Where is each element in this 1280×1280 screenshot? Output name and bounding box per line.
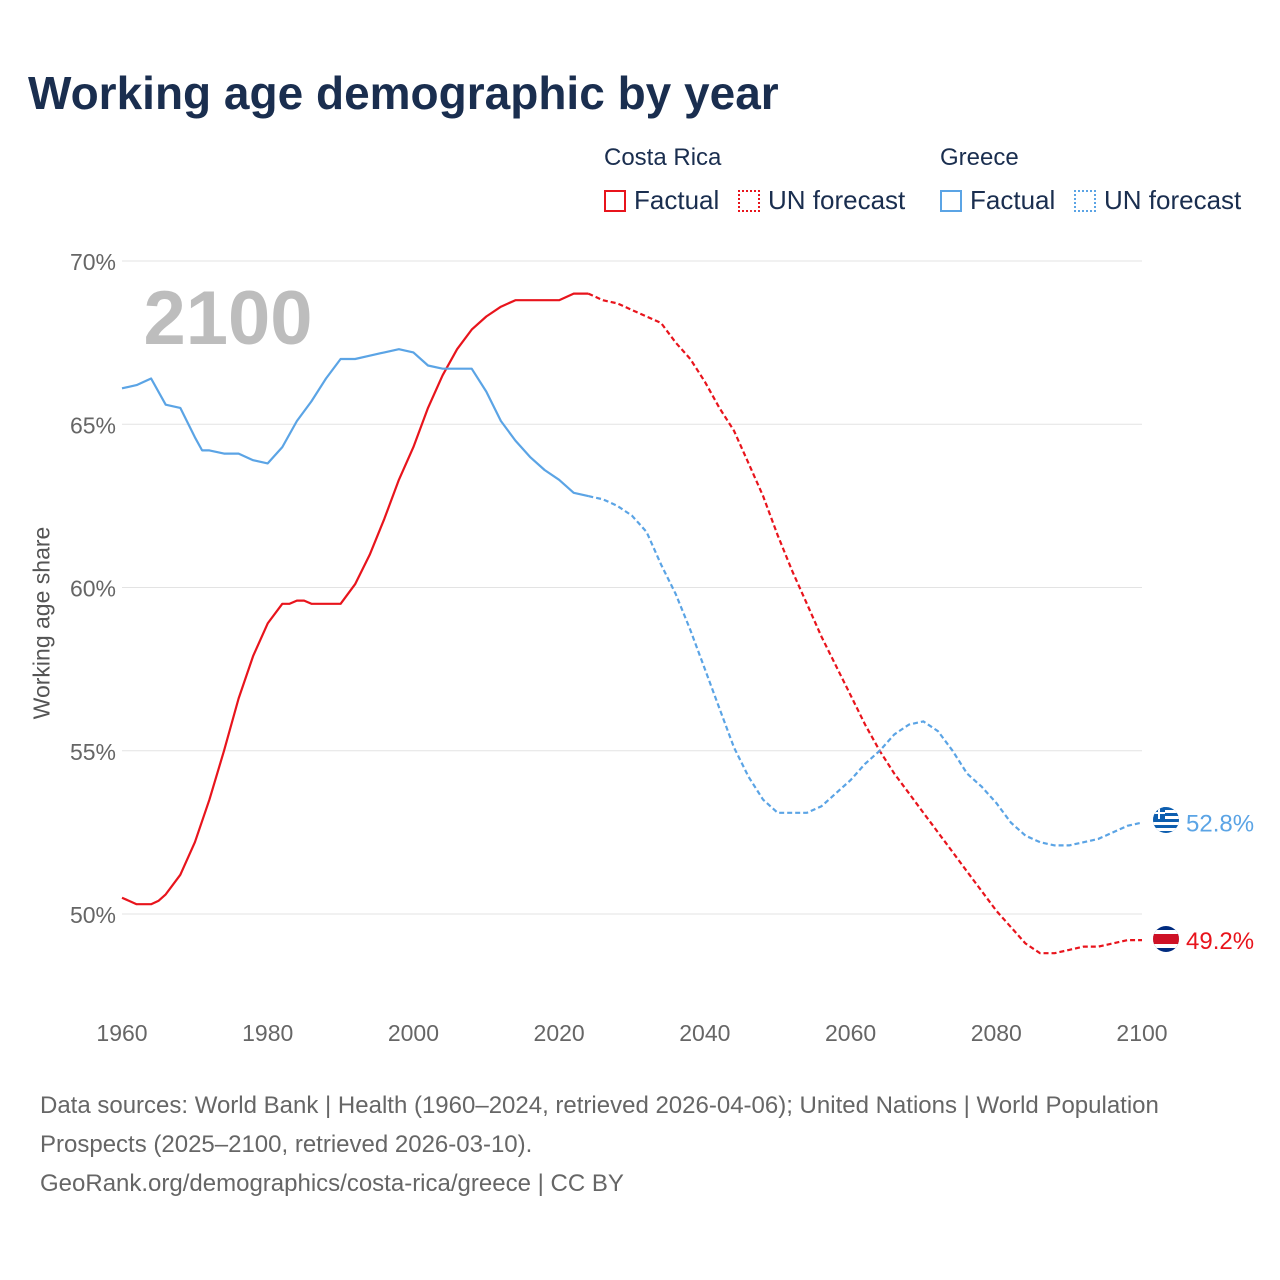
- y-tick-label: 65%: [70, 412, 116, 438]
- y-tick-label: 55%: [70, 739, 116, 765]
- legend-swatch-solid-icon: [604, 189, 626, 212]
- legend-greece-forecast-label: UN forecast: [1104, 185, 1242, 215]
- costa-rica-flag-icon: [1153, 926, 1179, 952]
- chart-title: Working age demographic by year: [28, 67, 779, 119]
- year-watermark: 2100: [143, 276, 312, 361]
- greece-flag-icon: [1153, 807, 1179, 833]
- legend-swatch-dotted-icon: [1074, 189, 1096, 212]
- legend-greece-forecast[interactable]: UN forecast: [1074, 185, 1241, 216]
- legend-swatch-dotted-icon: [738, 189, 760, 212]
- x-tick-label: 2000: [388, 1020, 439, 1046]
- y-tick-label: 70%: [70, 249, 116, 275]
- costa-rica-forecast-line: [587, 292, 1142, 955]
- greece-factual-line: [121, 348, 589, 498]
- legend-greece-factual-label: Factual: [970, 185, 1056, 215]
- x-tick-label: 2100: [1116, 1020, 1167, 1046]
- source-line-1: Data sources: World Bank | Health (1960–…: [40, 1092, 1159, 1158]
- x-tick-label: 1960: [96, 1020, 147, 1046]
- x-tick-label: 2080: [971, 1020, 1022, 1046]
- x-tick-label: 1980: [242, 1020, 293, 1046]
- source-line-2: GeoRank.org/demographics/costa-rica/gree…: [40, 1170, 624, 1197]
- greece-forecast-line: [588, 495, 1143, 847]
- x-tick-label: 2060: [825, 1020, 876, 1046]
- legend-costa-rica-forecast-label: UN forecast: [768, 185, 906, 215]
- x-tick-label: 2040: [679, 1020, 730, 1046]
- legend-greece-factual[interactable]: Factual: [940, 185, 1055, 216]
- source-note: Data sources: World Bank | Health (1960–…: [40, 1086, 1180, 1203]
- legend-group-greece: Greece: [940, 144, 1019, 171]
- legend-costa-rica-forecast[interactable]: UN forecast: [738, 185, 905, 216]
- legend-costa-rica-factual[interactable]: Factual: [604, 185, 719, 216]
- greece-end-value-label: 52.8%: [1186, 811, 1254, 838]
- legend-swatch-solid-icon: [940, 189, 962, 212]
- x-tick-label: 2020: [534, 1020, 585, 1046]
- y-tick-label: 60%: [70, 576, 116, 602]
- costa-rica-factual-line: [121, 292, 589, 906]
- legend-group-costa-rica: Costa Rica: [604, 144, 722, 171]
- costa-rica-end-value-label: 49.2%: [1186, 928, 1254, 955]
- legend-costa-rica-factual-label: Factual: [634, 185, 720, 215]
- y-tick-label: 50%: [70, 902, 116, 928]
